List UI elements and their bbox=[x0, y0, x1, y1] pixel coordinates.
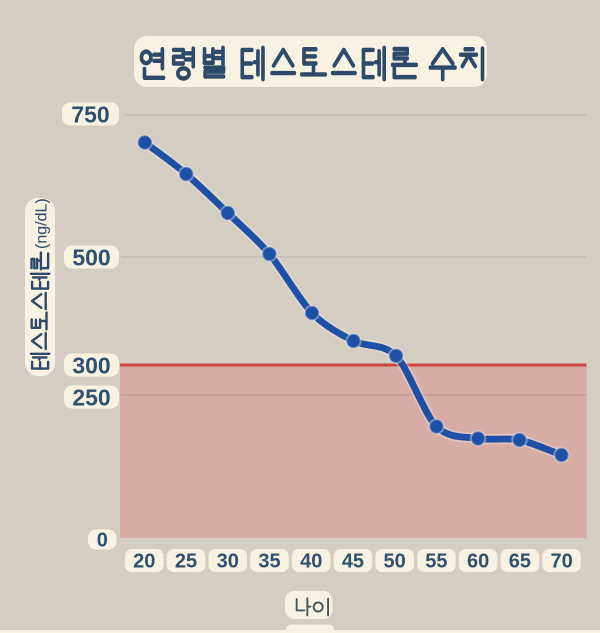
svg-text:(ng/dL): (ng/dL) bbox=[34, 198, 51, 249]
svg-text:30: 30 bbox=[217, 551, 239, 573]
svg-text:40: 40 bbox=[300, 551, 322, 573]
svg-text:20: 20 bbox=[133, 551, 155, 573]
svg-text:0: 0 bbox=[97, 530, 108, 552]
svg-text:500: 500 bbox=[72, 244, 110, 270]
svg-text:70: 70 bbox=[550, 551, 572, 573]
svg-text:65: 65 bbox=[509, 551, 531, 573]
svg-text:25: 25 bbox=[175, 551, 197, 573]
svg-text:300: 300 bbox=[72, 352, 110, 378]
svg-text:250: 250 bbox=[72, 384, 110, 410]
svg-text:50: 50 bbox=[384, 551, 406, 573]
svg-text:60: 60 bbox=[467, 551, 489, 573]
svg-text:55: 55 bbox=[425, 551, 447, 573]
svg-text:45: 45 bbox=[342, 551, 364, 573]
svg-text:750: 750 bbox=[71, 101, 109, 127]
svg-text:35: 35 bbox=[258, 551, 280, 573]
